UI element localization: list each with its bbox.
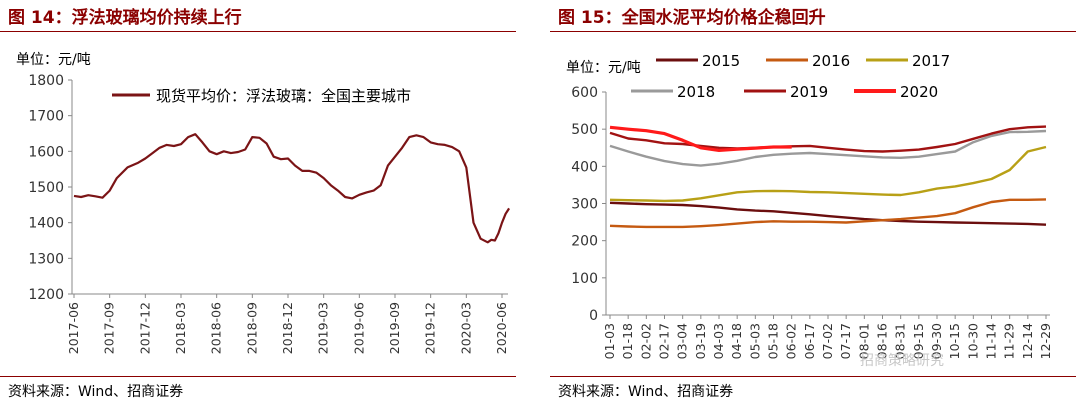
series-line-2015 — [609, 201, 1047, 226]
unit-label: 单位：元/吨 — [566, 60, 641, 76]
x-tick-label: 03-19 — [693, 323, 708, 359]
x-tick-label: 2019-06 — [351, 302, 366, 354]
y-tick-label: 300 — [571, 197, 598, 213]
x-tick-label: 2017-06 — [66, 302, 81, 354]
x-tick-label: 2020-06 — [494, 302, 509, 354]
x-tick-label: 02-02 — [638, 323, 653, 359]
x-tick-label: 2020-03 — [458, 302, 473, 354]
x-tick-label: 08-31 — [893, 323, 908, 359]
glass-price-chart: 1200 1300 1400 1500 1600 1700 1800 单位：元/吨 2017-0… — [16, 52, 511, 354]
x-tick-label: 08-16 — [875, 323, 890, 359]
series-line-2017 — [609, 145, 1047, 203]
x-tick-label: 10-30 — [965, 323, 980, 359]
series-line-2020 — [609, 125, 792, 152]
y-tick-label: 1700 — [28, 109, 64, 125]
x-tick-label: 04-18 — [729, 323, 744, 359]
x-tick-label: 2018-09 — [244, 302, 259, 354]
x-tick-label: 2019-03 — [316, 302, 331, 354]
legend-label-2019: 2019 — [790, 83, 828, 101]
chart-panel-cement: 图 15：全国水泥平均价格企稳回升 0 100 200 300 400 500 600 单位：… — [550, 0, 1080, 410]
footer-divider — [0, 376, 516, 377]
legend-label-2018: 2018 — [677, 83, 715, 101]
y-tick-label: 100 — [571, 271, 598, 287]
x-tick-label: 06-17 — [802, 323, 817, 359]
y-tick-label: 1300 — [28, 251, 64, 267]
y-tick-label: 400 — [571, 159, 598, 175]
x-tick-label: 08-01 — [856, 323, 871, 359]
x-tick-label: 05-03 — [747, 323, 762, 359]
x-tick-label: 05-18 — [766, 323, 781, 359]
title-divider — [550, 31, 1076, 32]
x-tick-label: 2018-06 — [209, 302, 224, 354]
y-tick-label: 200 — [571, 234, 598, 250]
series-line-glass-price — [73, 133, 511, 244]
legend-label: 现货平均价：浮法玻璃：全国主要城市 — [156, 87, 411, 105]
y-tick-label: 1400 — [28, 216, 64, 232]
cement-price-chart: 0 100 200 300 400 500 600 单位：元/吨 01-03 01-18 02-02… — [566, 52, 1053, 359]
watermark-text: 招商策略研究 — [860, 353, 944, 369]
series-line-2019 — [609, 125, 1047, 153]
legend-label-2017: 2017 — [912, 52, 950, 70]
legend-label-2016: 2016 — [812, 52, 850, 70]
y-tick-label: 600 — [571, 85, 598, 101]
series-line-2016 — [609, 198, 1047, 229]
x-tick-label: 2019-09 — [387, 302, 402, 354]
x-tick-label: 09-30 — [929, 323, 944, 359]
y-tick-label: 500 — [571, 122, 598, 138]
y-tick-label: 1500 — [28, 180, 64, 196]
x-tick-label: 03-04 — [675, 323, 690, 359]
x-tick-label: 01-18 — [620, 323, 635, 359]
x-tick-label: 07-17 — [838, 323, 853, 359]
x-tick-label: 04-03 — [711, 323, 726, 359]
x-tick-label: 06-02 — [784, 323, 799, 359]
chart-panel-glass: 图 14：浮法玻璃均价持续上行 1200 1300 1400 1500 1600 1700… — [0, 0, 520, 410]
x-tick-label: 12-14 — [1020, 323, 1035, 359]
x-tick-label: 2017-09 — [102, 302, 117, 354]
x-tick-label: 11-14 — [984, 323, 999, 359]
x-tick-label: 12-29 — [1038, 323, 1053, 359]
source-note: 资料来源：Wind、招商证券 — [8, 384, 184, 400]
y-tick-label: 0 — [589, 308, 598, 324]
y-tick-label: 1600 — [28, 144, 64, 160]
chart-title: 图 15：全国水泥平均价格企稳回升 — [558, 8, 826, 28]
source-note: 资料来源：Wind、招商证券 — [558, 384, 734, 400]
x-tick-label: 01-03 — [602, 323, 617, 359]
y-tick-label: 1800 — [28, 73, 64, 89]
x-tick-label: 2018-12 — [280, 302, 295, 354]
chart-title: 图 14：浮法玻璃均价持续上行 — [8, 8, 242, 28]
y-tick-label: 1200 — [28, 287, 64, 303]
x-tick-label: 07-02 — [820, 323, 835, 359]
footer-divider — [550, 376, 1076, 377]
x-tick-label: 09-15 — [911, 323, 926, 359]
x-tick-label: 2018-03 — [173, 302, 188, 354]
x-tick-label: 02-17 — [657, 323, 672, 359]
x-tick-label: 10-15 — [947, 323, 962, 359]
series-line-2018 — [609, 129, 1047, 167]
x-tick-label: 2019-12 — [423, 302, 438, 354]
x-tick-label: 2017-12 — [137, 302, 152, 354]
legend-label-2020: 2020 — [900, 83, 938, 101]
x-tick-label: 11-29 — [1002, 323, 1017, 359]
title-divider — [0, 31, 516, 32]
legend-label-2015: 2015 — [702, 52, 740, 70]
unit-label: 单位：元/吨 — [16, 52, 91, 68]
